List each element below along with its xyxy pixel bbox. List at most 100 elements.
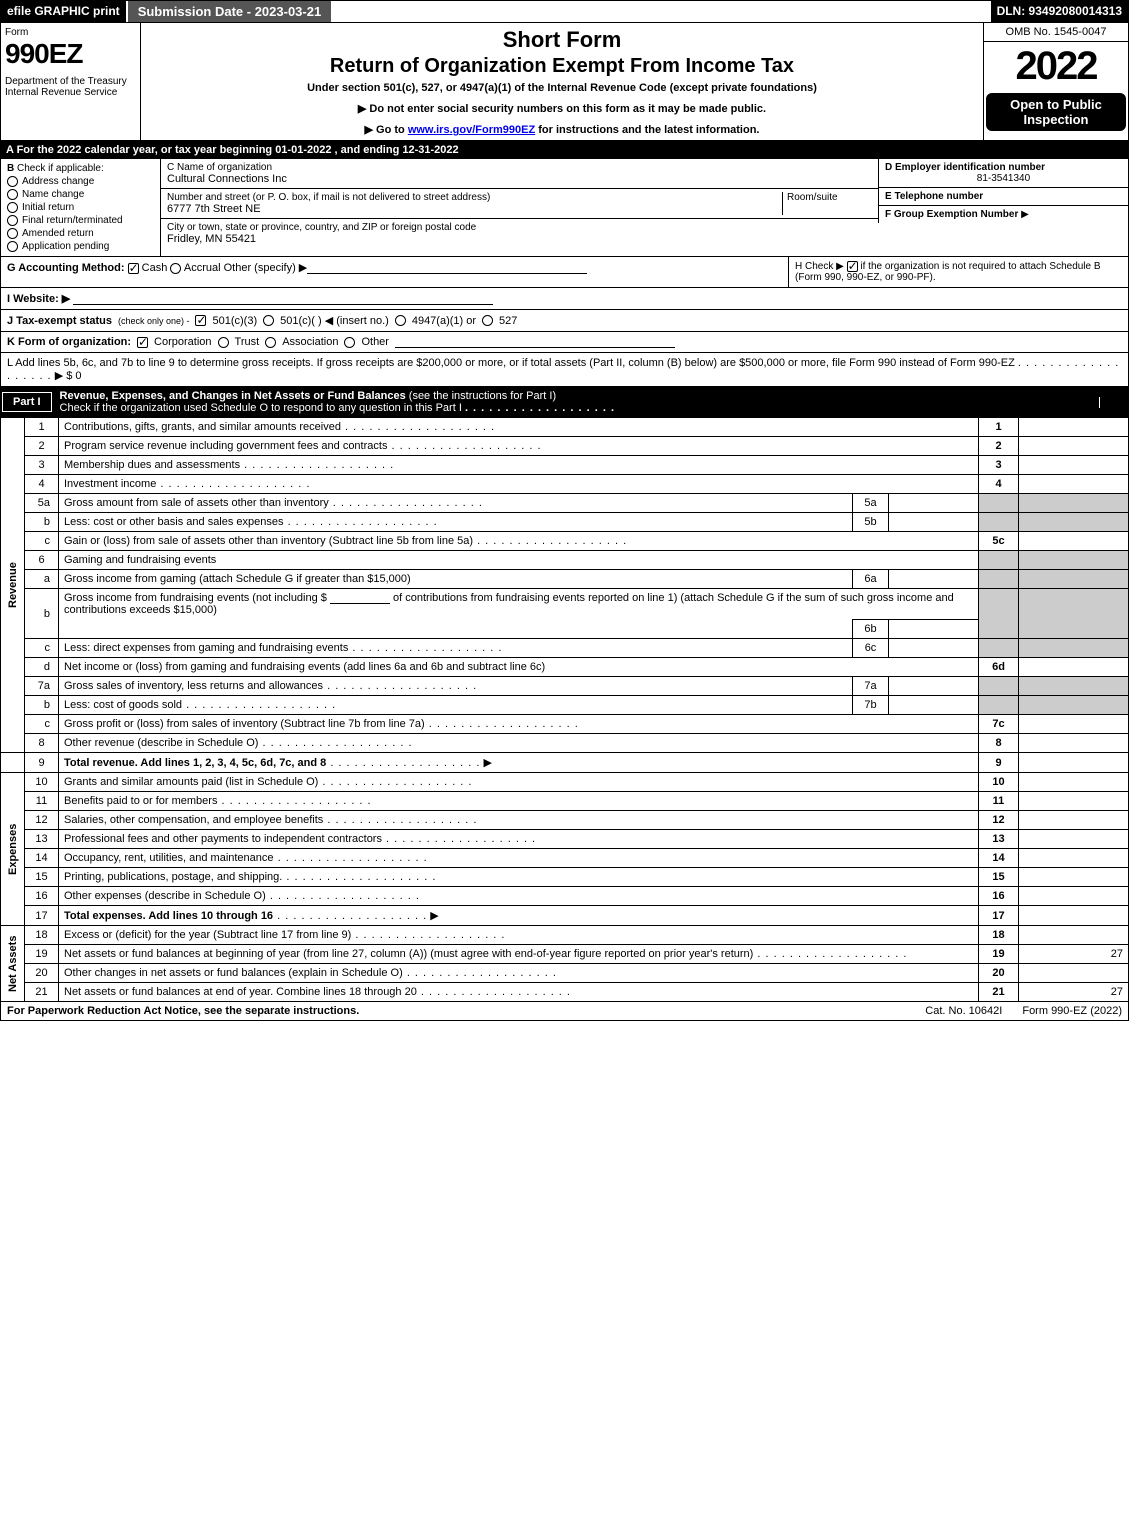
- l-arrow: ▶ $ 0: [55, 370, 82, 382]
- org-addr-row: Number and street (or P. O. box, if mail…: [161, 189, 878, 219]
- paperwork-notice: For Paperwork Reduction Act Notice, see …: [7, 1005, 905, 1017]
- ein-label: D Employer identification number: [885, 162, 1122, 173]
- opt-trust: Trust: [235, 336, 260, 348]
- table-row: 6Gaming and fundraising events: [1, 551, 1129, 570]
- opt-association: Association: [282, 336, 338, 348]
- opt-527: 527: [499, 315, 517, 327]
- table-row: 14Occupancy, rent, utilities, and mainte…: [1, 849, 1129, 868]
- header-mid: Short Form Return of Organization Exempt…: [141, 23, 983, 140]
- table-row: 17Total expenses. Add lines 10 through 1…: [1, 906, 1129, 926]
- table-row: 6b: [1, 620, 1129, 639]
- radio-icon: [7, 215, 18, 226]
- radio-trust-icon[interactable]: [218, 337, 229, 348]
- table-row: Expenses 10Grants and similar amounts pa…: [1, 773, 1129, 792]
- city-value: Fridley, MN 55421: [167, 233, 872, 245]
- row-g: G Accounting Method: Cash Accrual Other …: [1, 257, 788, 287]
- table-row: 3Membership dues and assessments 3: [1, 456, 1129, 475]
- check-final-return[interactable]: Final return/terminated: [7, 215, 154, 226]
- goto-pre: ▶ Go to: [365, 124, 408, 136]
- opt-corporation: Corporation: [154, 336, 211, 348]
- table-row: Revenue 1 Contributions, gifts, grants, …: [1, 418, 1129, 437]
- page-footer: For Paperwork Reduction Act Notice, see …: [0, 1002, 1129, 1021]
- check-schedule-b-icon[interactable]: [847, 261, 858, 272]
- opt-501c: 501(c)( ) ◀ (insert no.): [280, 314, 389, 327]
- radio-association-icon[interactable]: [265, 337, 276, 348]
- table-row: 2Program service revenue including gover…: [1, 437, 1129, 456]
- check-application-pending[interactable]: Application pending: [7, 241, 154, 252]
- other-label: Other (specify) ▶: [224, 262, 308, 274]
- submission-date: Submission Date - 2023-03-21: [126, 1, 332, 22]
- part1-table: Revenue 1 Contributions, gifts, grants, …: [0, 417, 1129, 1002]
- h-pre: H Check ▶: [795, 261, 844, 272]
- opt-501c3: 501(c)(3): [212, 315, 257, 327]
- val-21: 27: [1019, 983, 1129, 1002]
- website-input[interactable]: [73, 293, 493, 305]
- check-corporation-icon[interactable]: [137, 337, 148, 348]
- other-specify-input[interactable]: [307, 262, 587, 274]
- check-cash-icon[interactable]: [128, 263, 139, 274]
- arrow-icon: ▶: [1021, 209, 1029, 220]
- radio-4947-icon[interactable]: [395, 315, 406, 326]
- radio-501c-icon[interactable]: [263, 315, 274, 326]
- header-subtext: Under section 501(c), 527, or 4947(a)(1)…: [149, 82, 975, 94]
- goto-post: for instructions and the latest informat…: [538, 124, 759, 136]
- table-row: 8Other revenue (describe in Schedule O) …: [1, 734, 1129, 753]
- header-right: OMB No. 1545-0047 2022 Open to Public In…: [983, 23, 1128, 140]
- radio-other-icon[interactable]: [344, 337, 355, 348]
- row-k: K Form of organization: Corporation Trus…: [0, 332, 1129, 353]
- dln-label: DLN: 93492080014313: [991, 1, 1128, 22]
- row-l: L Add lines 5b, 6c, and 7b to line 9 to …: [0, 353, 1129, 387]
- val-19: 27: [1019, 945, 1129, 964]
- part1-tag: Part I: [2, 392, 52, 412]
- form-label: Form: [5, 27, 136, 38]
- l-text: L Add lines 5b, 6c, and 7b to line 9 to …: [7, 357, 1015, 369]
- org-name-label: C Name of organization: [167, 162, 872, 173]
- check-501c3-icon[interactable]: [195, 315, 206, 326]
- row-j: J Tax-exempt status (check only one) - 5…: [0, 310, 1129, 332]
- section-def: D Employer identification number 81-3541…: [878, 159, 1128, 256]
- part1-header: Part I Revenue, Expenses, and Changes in…: [0, 387, 1129, 417]
- cat-number: Cat. No. 10642I: [905, 1005, 1022, 1017]
- radio-accrual-icon[interactable]: [170, 263, 181, 274]
- table-row: 19Net assets or fund balances at beginni…: [1, 945, 1129, 964]
- header-left: Form 990EZ Department of the Treasury In…: [1, 23, 141, 140]
- part1-title: Revenue, Expenses, and Changes in Net As…: [54, 387, 1099, 417]
- table-row: 7aGross sales of inventory, less returns…: [1, 677, 1129, 696]
- other-org-input[interactable]: [395, 336, 675, 348]
- irs-link[interactable]: www.irs.gov/Form990EZ: [408, 124, 535, 136]
- form-number: 990EZ: [5, 38, 136, 70]
- check-initial-return[interactable]: Initial return: [7, 202, 154, 213]
- table-row: b Gross income from fundraising events (…: [1, 589, 1129, 620]
- part1-schedule-o-check[interactable]: [1099, 397, 1129, 408]
- expenses-vertical-label: Expenses: [1, 773, 25, 926]
- table-row: Net Assets 18Excess or (deficit) for the…: [1, 926, 1129, 945]
- efile-label[interactable]: efile GRAPHIC print: [1, 1, 126, 22]
- tax-year: 2022: [984, 42, 1128, 91]
- section-e: E Telephone number: [878, 188, 1128, 206]
- row-h: H Check ▶ if the organization is not req…: [788, 257, 1128, 287]
- check-address-change[interactable]: Address change: [7, 176, 154, 187]
- table-row: 11Benefits paid to or for members11: [1, 792, 1129, 811]
- ssn-warning: ▶ Do not enter social security numbers o…: [149, 102, 975, 115]
- b-head: B: [7, 163, 14, 174]
- room-label: Room/suite: [787, 192, 872, 203]
- row-g-h: G Accounting Method: Cash Accrual Other …: [0, 257, 1129, 288]
- radio-icon: [7, 241, 18, 252]
- line-a: A For the 2022 calendar year, or tax yea…: [0, 141, 1129, 159]
- row-i: I Website: ▶: [0, 288, 1129, 310]
- check-amended-return[interactable]: Amended return: [7, 228, 154, 239]
- revenue-vertical-label: Revenue: [1, 418, 25, 753]
- contrib-amount-input[interactable]: [330, 592, 390, 604]
- opt-4947: 4947(a)(1) or: [412, 315, 476, 327]
- table-row: 21Net assets or fund balances at end of …: [1, 983, 1129, 1002]
- cash-label: Cash: [142, 262, 168, 274]
- table-row: 20Other changes in net assets or fund ba…: [1, 964, 1129, 983]
- ein-value: 81-3541340: [885, 173, 1122, 184]
- group-exemption-label: F Group Exemption Number: [885, 209, 1018, 220]
- radio-527-icon[interactable]: [482, 315, 493, 326]
- check-name-change[interactable]: Name change: [7, 189, 154, 200]
- open-to-public-badge: Open to Public Inspection: [986, 93, 1126, 131]
- checkbox-icon: [1109, 397, 1120, 408]
- radio-icon: [7, 189, 18, 200]
- org-name-value: Cultural Connections Inc: [167, 173, 872, 185]
